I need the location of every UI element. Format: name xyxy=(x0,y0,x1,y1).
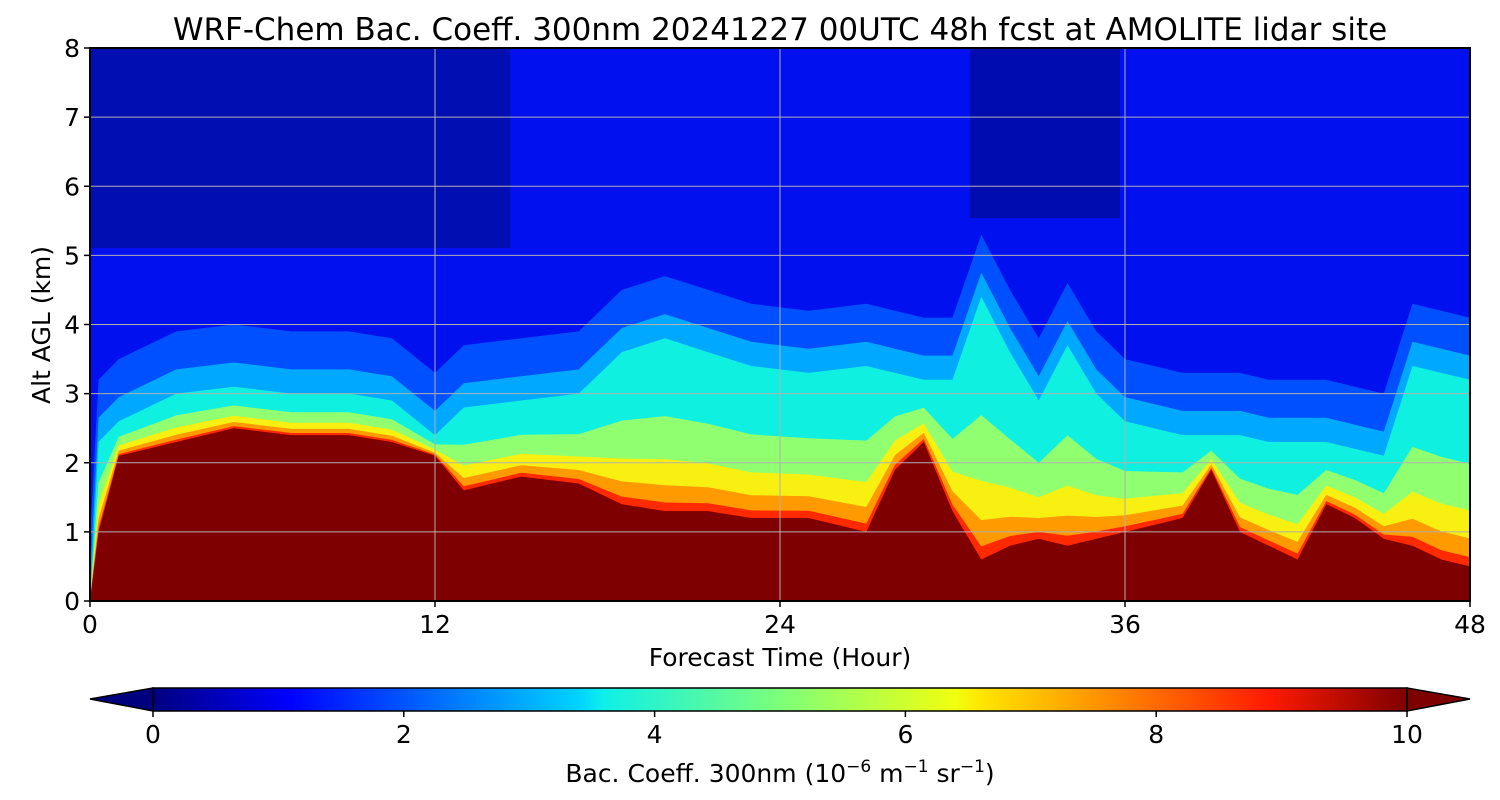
colorbar-ticks: 0 2 4 6 8 10 xyxy=(145,711,1423,749)
x-tick-label: 0 xyxy=(82,610,98,639)
colorbar-tick-label: 6 xyxy=(897,720,913,749)
chart-title: WRF-Chem Bac. Coeff. 300nm 20241227 00UT… xyxy=(173,12,1387,48)
x-axis-label: Forecast Time (Hour) xyxy=(649,643,912,672)
colorbar-tick-label: 4 xyxy=(647,720,663,749)
y-tick-label: 1 xyxy=(64,518,80,547)
y-tick-label: 8 xyxy=(64,34,80,63)
colorbar: 0 2 4 6 8 10 Bac. Coeff. 300nm (10−6 m−1 sr−1… xyxy=(89,687,1471,788)
colorbar-tick-label: 10 xyxy=(1391,720,1423,749)
grid xyxy=(90,48,1470,601)
x-tick-label: 36 xyxy=(1109,610,1141,639)
y-tick-label: 4 xyxy=(64,311,80,340)
y-tick-label: 0 xyxy=(64,587,80,616)
x-tick-label: 48 xyxy=(1454,610,1486,639)
heatmap-upper-dark xyxy=(90,48,510,248)
colorbar-tick-label: 0 xyxy=(145,720,161,749)
y-axis-ticks: 0 1 2 3 4 5 6 7 8 xyxy=(64,34,90,616)
colorbar-extend-max xyxy=(1406,687,1471,712)
x-tick-label: 12 xyxy=(419,610,451,639)
plot-area xyxy=(90,48,1470,601)
colorbar-label: Bac. Coeff. 300nm (10−6 m−1 sr−1) xyxy=(565,757,994,788)
colorbar-tick-label: 2 xyxy=(396,720,412,749)
y-tick-label: 2 xyxy=(64,449,80,478)
y-tick-label: 6 xyxy=(64,172,80,201)
colorbar-extend-min xyxy=(89,687,154,712)
heatmap-upper-dark-right xyxy=(970,48,1120,218)
colorbar-frame xyxy=(152,687,1408,712)
colorbar-tick-label: 8 xyxy=(1148,720,1164,749)
y-tick-label: 3 xyxy=(64,380,80,409)
x-axis-ticks: 0 12 24 36 48 xyxy=(82,601,1486,639)
y-axis-label: Alt AGL (km) xyxy=(27,246,56,404)
colorbar-gradient xyxy=(153,688,1407,711)
y-tick-label: 7 xyxy=(64,103,80,132)
y-tick-label: 5 xyxy=(64,241,80,270)
x-tick-label: 24 xyxy=(764,610,796,639)
